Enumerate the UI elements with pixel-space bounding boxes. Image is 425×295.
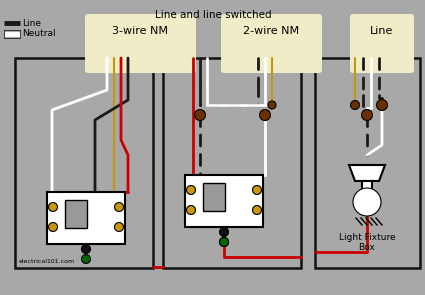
Text: 3-wire NM: 3-wire NM <box>113 26 168 36</box>
Text: Line: Line <box>22 19 41 27</box>
Bar <box>65 200 87 228</box>
Text: electrical101.com: electrical101.com <box>19 259 75 264</box>
Bar <box>163 58 301 268</box>
Bar <box>47 192 125 244</box>
Bar <box>362 181 372 191</box>
Circle shape <box>82 245 91 253</box>
Circle shape <box>195 109 206 120</box>
Circle shape <box>252 206 261 214</box>
Bar <box>4 30 20 38</box>
Circle shape <box>219 237 229 247</box>
FancyBboxPatch shape <box>85 14 196 73</box>
Text: Light Fixture
Box: Light Fixture Box <box>339 233 395 253</box>
Text: Line and line switched: Line and line switched <box>155 10 271 20</box>
Text: 2-wire NM: 2-wire NM <box>244 26 300 36</box>
Circle shape <box>260 109 270 120</box>
Circle shape <box>48 222 57 232</box>
Circle shape <box>377 99 388 111</box>
FancyBboxPatch shape <box>350 14 414 73</box>
Bar <box>15 58 153 268</box>
Circle shape <box>48 202 57 212</box>
Circle shape <box>114 202 124 212</box>
Polygon shape <box>349 165 385 181</box>
Text: Line: Line <box>370 26 394 36</box>
Bar <box>203 183 225 211</box>
Circle shape <box>353 188 381 216</box>
Circle shape <box>252 186 261 194</box>
Circle shape <box>187 186 196 194</box>
Circle shape <box>219 227 229 237</box>
FancyBboxPatch shape <box>221 14 322 73</box>
Circle shape <box>351 101 360 109</box>
Circle shape <box>114 222 124 232</box>
Text: Neutral: Neutral <box>22 30 56 39</box>
Circle shape <box>268 101 276 109</box>
Bar <box>185 175 263 227</box>
Bar <box>315 58 420 268</box>
Circle shape <box>219 237 229 247</box>
Circle shape <box>82 255 91 263</box>
Circle shape <box>187 206 196 214</box>
Circle shape <box>362 109 372 120</box>
